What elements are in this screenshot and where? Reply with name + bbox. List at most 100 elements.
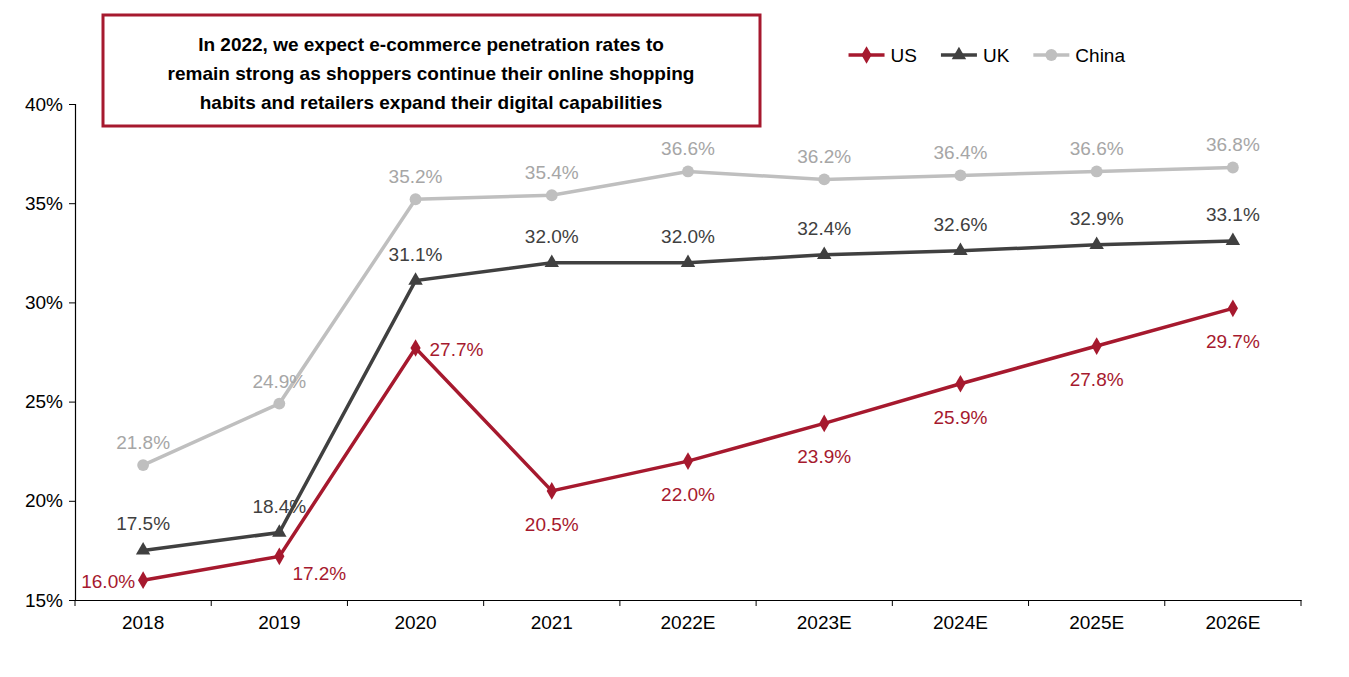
- y-tick: 30%: [25, 292, 75, 313]
- y-tick-label: 40%: [25, 94, 63, 115]
- series-marker: [272, 524, 286, 536]
- y-tick: 15%: [25, 590, 75, 611]
- legend-marker: [861, 46, 871, 64]
- y-axis-line: [69, 105, 76, 601]
- x-tick-mark: [892, 600, 893, 606]
- annotation-text: habits and retailers expand their digita…: [200, 92, 662, 113]
- plot-area: [136, 162, 1240, 589]
- x-tick-marks: [75, 600, 1301, 606]
- data-label: 17.5%: [116, 513, 170, 534]
- x-tick: 2021: [531, 612, 573, 633]
- series-marker: [683, 452, 693, 470]
- x-tick: 2025E: [1069, 612, 1124, 633]
- data-label: 31.1%: [389, 244, 443, 265]
- annotation: In 2022, we expect e-commerce penetratio…: [103, 15, 760, 126]
- x-tick-mark: [1164, 600, 1165, 606]
- legend-entry: China: [1033, 45, 1125, 66]
- annotation-box: [103, 15, 760, 126]
- x-tick-mark: [619, 600, 620, 606]
- data-label: 32.6%: [934, 214, 988, 235]
- legend-entry: US: [849, 45, 917, 66]
- series-marker: [955, 375, 965, 393]
- y-tick: 25%: [25, 391, 75, 412]
- x-tick-label: 2021: [531, 612, 573, 633]
- y-tick-label: 15%: [25, 590, 63, 611]
- legend-marker: [1045, 49, 1057, 61]
- data-label: 32.0%: [661, 226, 715, 247]
- y-tick: 20%: [25, 490, 75, 511]
- series-line: [143, 241, 1233, 551]
- series-marker: [1091, 166, 1103, 178]
- series-marker: [137, 459, 149, 471]
- legend-label: China: [1075, 45, 1125, 66]
- data-label: 35.2%: [389, 166, 443, 187]
- series-marker: [410, 193, 422, 205]
- series-marker: [545, 254, 559, 266]
- data-label: 33.1%: [1206, 204, 1260, 225]
- x-tick-mark: [1301, 600, 1302, 606]
- series-marker: [408, 272, 422, 284]
- x-tick-mark: [756, 600, 757, 606]
- annotation-text: remain strong as shoppers continue their…: [168, 63, 695, 84]
- data-label: 36.6%: [1070, 138, 1124, 159]
- data-label: 36.6%: [661, 138, 715, 159]
- data-label: 16.0%: [81, 571, 135, 592]
- x-tick: 2023E: [797, 612, 852, 633]
- x-axis: 2018 2019 2020 2021 2022E 2023E 2024E 2025E 2026…: [76, 601, 1302, 634]
- series-marker: [817, 246, 831, 258]
- series-marker: [953, 242, 967, 254]
- x-tick-label: 2026E: [1205, 612, 1260, 633]
- legend-label: UK: [983, 45, 1010, 66]
- y-tick-mark: [69, 203, 75, 204]
- chart: 15%20%25%30%35%40%20182019202020212022E2…: [0, 0, 1349, 677]
- legend-entry: UK: [941, 45, 1010, 66]
- data-label: 32.0%: [525, 226, 579, 247]
- y-tick: 40%: [25, 94, 75, 115]
- y-tick-label: 20%: [25, 490, 63, 511]
- data-label: 17.2%: [292, 563, 346, 584]
- data-label: 24.9%: [252, 371, 306, 392]
- series-marker: [1227, 162, 1239, 174]
- data-label: 29.7%: [1206, 331, 1260, 352]
- data-label: 32.4%: [797, 218, 851, 239]
- y-tick-mark: [69, 501, 75, 502]
- series-marker: [1226, 233, 1240, 245]
- data-label: 18.4%: [252, 496, 306, 517]
- x-tick-label: 2023E: [797, 612, 852, 633]
- x-tick: 2020: [394, 612, 436, 633]
- x-tick: 2026E: [1205, 612, 1260, 633]
- y-tick-label: 30%: [25, 292, 63, 313]
- series-line: [143, 308, 1233, 580]
- y-tick-label: 25%: [25, 391, 63, 412]
- legend-marker: [952, 47, 966, 59]
- x-tick-mark: [211, 600, 212, 606]
- x-tick-label: 2024E: [933, 612, 988, 633]
- data-label: 27.7%: [430, 339, 484, 360]
- annotation-text: In 2022, we expect e-commerce penetratio…: [198, 34, 664, 55]
- data-label: 35.4%: [525, 162, 579, 183]
- legend-label: US: [891, 45, 917, 66]
- data-label: 32.9%: [1070, 208, 1124, 229]
- x-tick-mark: [75, 600, 76, 606]
- x-tick: 2019: [258, 612, 300, 633]
- data-labels: 16.0%17.2%27.7%20.5%22.0%23.9%25.9%27.8%…: [81, 134, 1260, 592]
- x-tick-mark: [347, 600, 348, 606]
- series-marker: [410, 339, 420, 357]
- data-label: 27.8%: [1070, 369, 1124, 390]
- x-tick-mark: [1028, 600, 1029, 606]
- x-tick-label: 2025E: [1069, 612, 1124, 633]
- legend: US UK China: [849, 45, 1126, 66]
- x-tick: 2022E: [661, 612, 716, 633]
- data-label: 21.8%: [116, 432, 170, 453]
- series-marker: [955, 170, 967, 182]
- series-marker: [1089, 237, 1103, 249]
- series-marker: [681, 254, 695, 266]
- y-tick: 35%: [25, 193, 75, 214]
- x-tick-label: 2018: [122, 612, 164, 633]
- x-axis-line: [76, 600, 1302, 601]
- series-marker: [1092, 337, 1102, 355]
- series-marker: [682, 166, 694, 178]
- y-axis: 15% 20% 25% 30% 35% 40%: [25, 94, 76, 611]
- x-tick-label: 2020: [394, 612, 436, 633]
- series-marker: [818, 173, 830, 185]
